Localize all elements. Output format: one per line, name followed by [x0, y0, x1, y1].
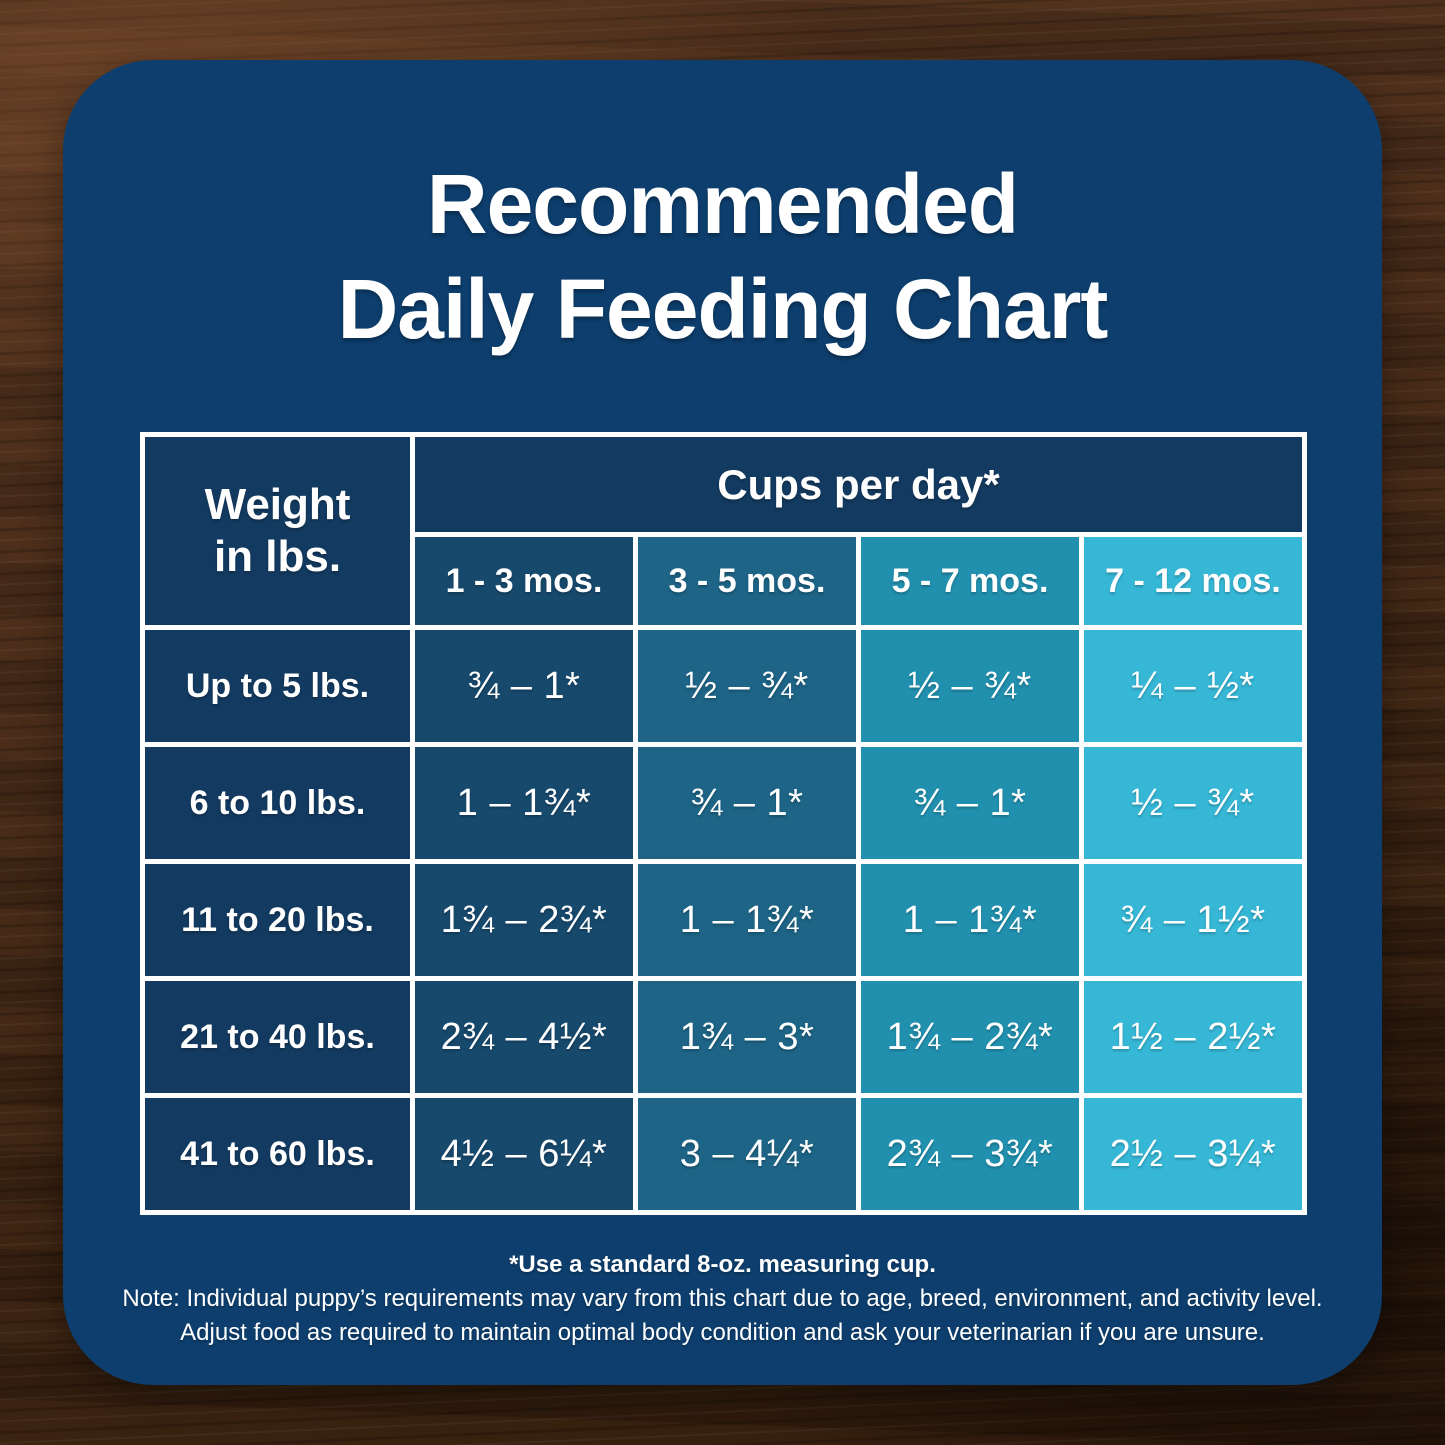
table-cell: 2¾ – 3¾* — [861, 1098, 1079, 1210]
table-cell: 1¾ – 2¾* — [861, 981, 1079, 1093]
age-column-header-3-5-mos: 3 - 5 mos. — [638, 537, 856, 625]
table-cell: 2¾ – 4½* — [415, 981, 633, 1093]
note-line-1: Note: Individual puppy’s requirements ma… — [122, 1285, 1323, 1312]
chart-title-line-1: Recommended — [426, 157, 1019, 251]
weight-header-cell: Weight in lbs. — [145, 437, 410, 625]
weight-header-line-1: Weight — [204, 480, 351, 530]
age-column-header-7-12-mos: 7 - 12 mos. — [1084, 537, 1302, 625]
weight-label-6-to-10-lbs: 6 to 10 lbs. — [145, 747, 410, 859]
feeding-chart-card: Recommended Daily Feeding Chart Weight i… — [63, 60, 1382, 1385]
age-column-header-5-7-mos: 5 - 7 mos. — [861, 537, 1079, 625]
table-cell: ½ – ¾* — [861, 630, 1079, 742]
table-cell: 1½ – 2½* — [1084, 981, 1302, 1093]
weight-label-41-to-60-lbs: 41 to 60 lbs. — [145, 1098, 410, 1210]
cups-per-day-header-cell: Cups per day* — [415, 437, 1302, 532]
table-cell: 4½ – 6¼* — [415, 1098, 633, 1210]
weight-label-11-to-20-lbs: 11 to 20 lbs. — [145, 864, 410, 976]
table-cell: ¾ – 1* — [861, 747, 1079, 859]
table-cell: ¾ – 1½* — [1084, 864, 1302, 976]
chart-title: Recommended Daily Feeding Chart — [63, 152, 1382, 362]
table-cell: ½ – ¾* — [638, 630, 856, 742]
weight-header-line-2: in lbs. — [213, 532, 342, 581]
weight-label-up-to-5-lbs: Up to 5 lbs. — [145, 630, 410, 742]
note-line-2: Adjust food as required to maintain opti… — [180, 1319, 1265, 1346]
table-cell: 3 – 4¼* — [638, 1098, 856, 1210]
table-cell: 1 – 1¾* — [415, 747, 633, 859]
chart-footer: *Use a standard 8-oz. measuring cup. Not… — [63, 1248, 1382, 1350]
table-cell: ¼ – ½* — [1084, 630, 1302, 742]
chart-title-line-2: Daily Feeding Chart — [337, 262, 1109, 356]
table-cell: ½ – ¾* — [1084, 747, 1302, 859]
weight-label-21-to-40-lbs: 21 to 40 lbs. — [145, 981, 410, 1093]
table-cell: 1¾ – 3* — [638, 981, 856, 1093]
measuring-cup-footnote: *Use a standard 8-oz. measuring cup. — [509, 1251, 936, 1278]
feeding-table: Weight in lbs. Cups per day* 1 - 3 mos. … — [140, 432, 1307, 1215]
table-cell: 1 – 1¾* — [638, 864, 856, 976]
table-cell: ¾ – 1* — [415, 630, 633, 742]
table-cell: ¾ – 1* — [638, 747, 856, 859]
table-cell: 1 – 1¾* — [861, 864, 1079, 976]
age-column-header-1-3-mos: 1 - 3 mos. — [415, 537, 633, 625]
table-cell: 2½ – 3¼* — [1084, 1098, 1302, 1210]
table-cell: 1¾ – 2¾* — [415, 864, 633, 976]
